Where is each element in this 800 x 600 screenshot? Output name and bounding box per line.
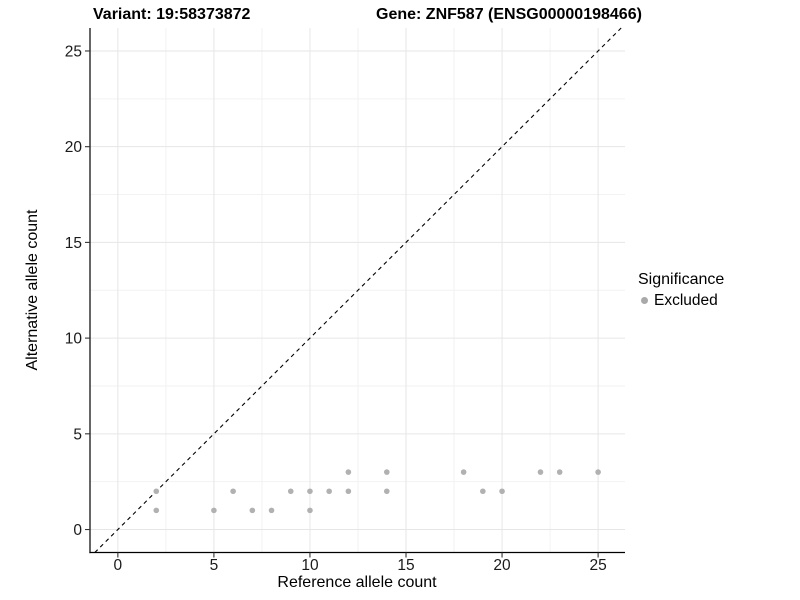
data-point (345, 469, 352, 475)
legend-item-label: Excluded (654, 292, 718, 309)
data-point (153, 488, 160, 495)
identity-reference-line (94, 27, 622, 553)
chart-title-gene: Gene: ZNF587 (ENSG00000198466) (376, 6, 642, 23)
y-axis-label: Alternative allele count (24, 209, 41, 371)
legend-item-excluded: Excluded (638, 291, 796, 310)
legend: Significance Excluded (638, 270, 796, 310)
x-tick-label: 5 (210, 557, 219, 574)
x-tick-label: 25 (589, 557, 606, 574)
data-point (326, 488, 332, 495)
data-point (537, 469, 544, 475)
data-point (556, 469, 563, 475)
chart-title-variant: Variant: 19:58373872 (93, 6, 251, 23)
y-tick-label: 10 (65, 331, 83, 348)
data-point (480, 488, 486, 495)
data-point (307, 507, 313, 514)
data-point (249, 507, 256, 514)
legend-title: Significance (638, 271, 725, 288)
data-point (499, 488, 505, 495)
data-point (211, 507, 217, 514)
data-point (595, 469, 601, 475)
y-tick-label: 15 (65, 235, 82, 252)
data-point (307, 488, 313, 495)
y-tick-label: 5 (73, 426, 82, 443)
data-point (287, 488, 294, 495)
data-point (268, 507, 275, 514)
data-point (230, 488, 236, 495)
excluded-point-swatch-icon (641, 297, 648, 304)
data-point (460, 469, 467, 475)
x-tick-label: 15 (397, 557, 414, 574)
y-tick-label: 0 (73, 522, 82, 539)
y-tick-label: 20 (65, 139, 83, 156)
x-tick-label: 0 (114, 557, 123, 574)
data-point (383, 469, 390, 475)
x-tick-label: 10 (301, 557, 319, 574)
y-tick-label: 25 (65, 43, 82, 60)
x-tick-label: 20 (493, 557, 511, 574)
data-point (153, 507, 160, 514)
data-point (345, 488, 352, 495)
data-point (383, 488, 390, 495)
x-axis-label: Reference allele count (277, 574, 437, 591)
